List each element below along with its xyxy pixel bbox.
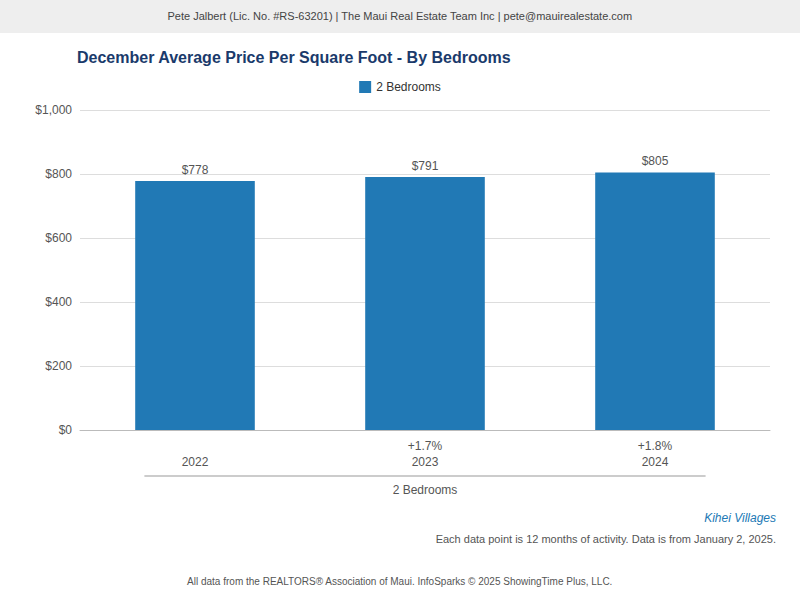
svg-text:$778: $778: [182, 163, 209, 177]
svg-text:$791: $791: [412, 159, 439, 173]
svg-text:+1.8%: +1.8%: [638, 439, 673, 453]
svg-text:$800: $800: [45, 167, 72, 181]
svg-text:$400: $400: [45, 295, 72, 309]
svg-text:2023: 2023: [412, 455, 439, 469]
svg-text:2 Bedrooms: 2 Bedrooms: [376, 80, 441, 94]
svg-text:December Average Price Per Squ: December Average Price Per Square Foot -…: [77, 49, 511, 66]
svg-text:Kihei Villages: Kihei Villages: [704, 511, 776, 525]
svg-text:$600: $600: [45, 231, 72, 245]
svg-text:+1.7%: +1.7%: [408, 439, 443, 453]
svg-text:$0: $0: [59, 423, 73, 437]
svg-text:$1,000: $1,000: [35, 103, 72, 117]
svg-text:All data from the REALTORS® As: All data from the REALTORS® Association …: [187, 576, 612, 587]
svg-text:Each data point is 12 months o: Each data point is 12 months of activity…: [436, 533, 776, 545]
svg-text:2022: 2022: [182, 455, 209, 469]
svg-text:2024: 2024: [642, 455, 669, 469]
svg-text:$805: $805: [642, 154, 669, 168]
svg-text:Pete Jalbert (Lic. No. #RS-632: Pete Jalbert (Lic. No. #RS-63201) | The …: [167, 10, 632, 22]
svg-text:$200: $200: [45, 359, 72, 373]
svg-text:2 Bedrooms: 2 Bedrooms: [393, 483, 458, 497]
